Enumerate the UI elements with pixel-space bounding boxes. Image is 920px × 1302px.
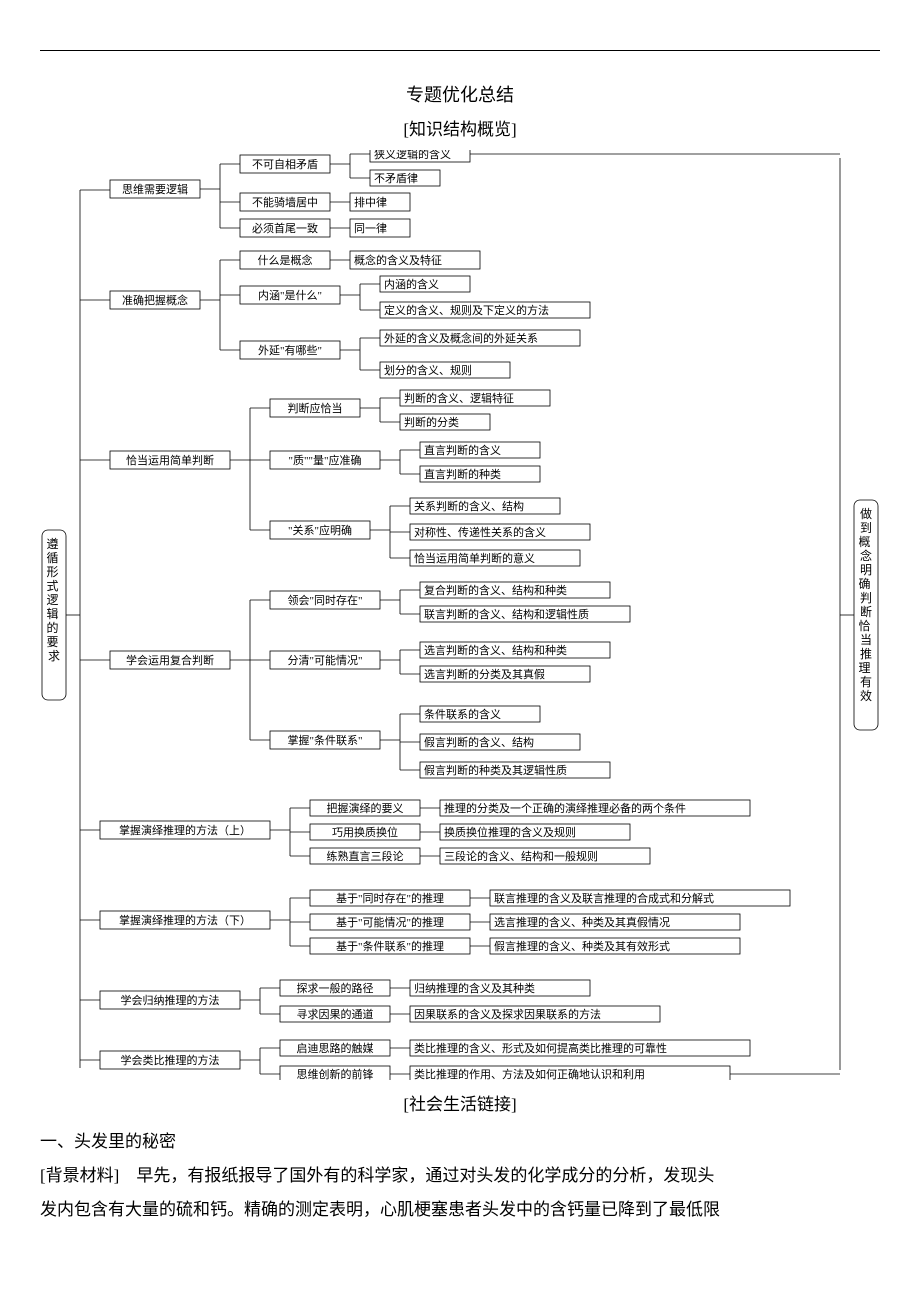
- b2c3l1: 外延的含义及概念间的外延关系: [384, 331, 538, 345]
- b6c3-label: 基于"条件联系"的推理: [336, 939, 444, 953]
- b8c1-label: 启迪思路的触媒: [297, 1041, 374, 1055]
- b4c2-label: 分清"可能情况": [288, 653, 363, 667]
- b6c2-label: 基于"可能情况"的推理: [336, 915, 444, 929]
- b5c2-label: 巧用换质换位: [332, 825, 398, 839]
- b1c1-label: 不可自相矛盾: [252, 158, 318, 171]
- b8-label: 学会类比推理的方法: [121, 1053, 220, 1067]
- concept-map-svg: 遵 循 形 式 逻 辑 的 要 求 做到概 念明确 判断恰 当推理 有效 思维需…: [40, 150, 880, 1080]
- b4c3l2: 假言判断的含义、结构: [424, 735, 534, 749]
- page-rule: [40, 50, 880, 51]
- body-text: 一、头发里的秘密 [背景材料] 早先，有报纸报导了国外有的科学家，通过对头发的化…: [40, 1125, 880, 1227]
- body-line-1: [背景材料] 早先，有报纸报导了国外有的科学家，通过对头发的化学成分的分析，发现…: [40, 1159, 880, 1193]
- b7c2-label: 寻求因果的通道: [297, 1007, 374, 1021]
- b1c3-label: 必须首尾一致: [252, 221, 318, 235]
- b3c3l1: 关系判断的含义、结构: [414, 499, 524, 513]
- b4c1l2: 联言判断的含义、结构和逻辑性质: [424, 607, 589, 621]
- b8c1l1: 类比推理的含义、形式及如何提高类比推理的可靠性: [414, 1041, 667, 1055]
- b1c3l1: 同一律: [354, 222, 387, 235]
- b5c1l1: 推理的分类及一个正确的演绎推理必备的两个条件: [444, 801, 686, 815]
- b4c1l1: 复合判断的含义、结构和种类: [424, 583, 567, 597]
- b3c2-label: "质""量"应准确: [289, 453, 362, 467]
- b3-label: 恰当运用简单判断: [126, 453, 214, 467]
- b2c1-label: 什么是概念: [258, 253, 313, 267]
- b6-label: 掌握演绎推理的方法（下）: [119, 913, 251, 927]
- b8c2l1: 类比推理的作用、方法及如何正确地认识和利用: [414, 1067, 645, 1080]
- b3c1l1: 判断的含义、逻辑特征: [404, 391, 514, 405]
- b2c2-label: 内涵"是什么": [258, 288, 322, 302]
- body-line-2: 发内包含有大量的硫和钙。精确的测定表明，心肌梗塞患者头发中的含钙量已降到了最低限: [40, 1193, 880, 1227]
- b5c2l1: 换质换位推理的含义及规则: [444, 825, 576, 839]
- b3c1-label: 判断应恰当: [288, 401, 343, 415]
- b5c3l1: 三段论的含义、结构和一般规则: [444, 849, 598, 863]
- b7c1l1: 归纳推理的含义及其种类: [414, 981, 535, 995]
- b7c2l1: 因果联系的含义及探求因果联系的方法: [414, 1007, 601, 1021]
- root-left-label: 遵 循 形 式 逻 辑 的 要 求: [46, 536, 61, 663]
- b1c1l1: 狭义逻辑的含义: [374, 150, 451, 161]
- b1c1l2: 不矛盾律: [374, 172, 418, 185]
- root-right-label: 做到概 念明确 判断恰 当推理 有效: [858, 506, 873, 703]
- b7-label: 学会归纳推理的方法: [121, 993, 220, 1007]
- b4c2l1: 选言判断的含义、结构和种类: [424, 643, 567, 657]
- b3c2l2: 直言判断的种类: [424, 467, 501, 481]
- concept-map: 遵 循 形 式 逻 辑 的 要 求 做到概 念明确 判断恰 当推理 有效 思维需…: [40, 150, 880, 1080]
- b7c1-label: 探求一般的路径: [297, 981, 374, 995]
- b6c3l1: 假言推理的含义、种类及其有效形式: [494, 939, 670, 953]
- b2c3l2: 划分的含义、规则: [384, 363, 472, 377]
- connector: [200, 164, 220, 228]
- b4-label: 学会运用复合判断: [126, 653, 214, 667]
- section-heading-1: [知识结构概览]: [40, 115, 880, 140]
- b2c2l2: 定义的含义、规则及下定义的方法: [384, 303, 549, 317]
- b4c3-label: 掌握"条件联系": [288, 733, 363, 747]
- b3c3l3: 恰当运用简单判断的意义: [414, 551, 535, 565]
- b4c3l1: 条件联系的含义: [424, 707, 501, 721]
- b2c3-label: 外延"有哪些": [258, 343, 322, 357]
- body-heading: 一、头发里的秘密: [40, 1125, 880, 1159]
- b3c3-label: "关系"应明确: [288, 523, 352, 537]
- b2-label: 准确把握概念: [122, 293, 188, 307]
- b6c2l1: 选言推理的含义、种类及其真假情况: [494, 915, 670, 929]
- section-heading-2: [社会生活链接]: [40, 1090, 880, 1115]
- b5c3-label: 练熟直言三段论: [327, 849, 404, 863]
- b1c2l1: 排中律: [354, 195, 387, 209]
- b4c1-label: 领会"同时存在": [288, 593, 363, 607]
- b4c2l2: 选言判断的分类及其真假: [424, 667, 545, 681]
- b6c1-label: 基于"同时存在"的推理: [336, 891, 444, 905]
- b3c2l1: 直言判断的含义: [424, 443, 501, 457]
- b1-label: 思维需要逻辑: [122, 182, 188, 196]
- b5c1-label: 把握演绎的要义: [327, 801, 404, 815]
- b3c3l2: 对称性、传递性关系的含义: [414, 525, 546, 539]
- b6c1l1: 联言推理的含义及联言推理的合成式和分解式: [494, 891, 714, 905]
- b3c1l2: 判断的分类: [404, 415, 459, 429]
- b2c2l1: 内涵的含义: [384, 277, 439, 291]
- b8c2-label: 思维创新的前锋: [297, 1067, 374, 1080]
- b2c1l1: 概念的含义及特征: [354, 253, 442, 267]
- b1c2-label: 不能骑墙居中: [252, 195, 318, 209]
- b4c3l3: 假言判断的种类及其逻辑性质: [424, 763, 567, 777]
- b5-label: 掌握演绎推理的方法（上）: [119, 823, 251, 837]
- page-title: 专题优化总结: [40, 81, 880, 107]
